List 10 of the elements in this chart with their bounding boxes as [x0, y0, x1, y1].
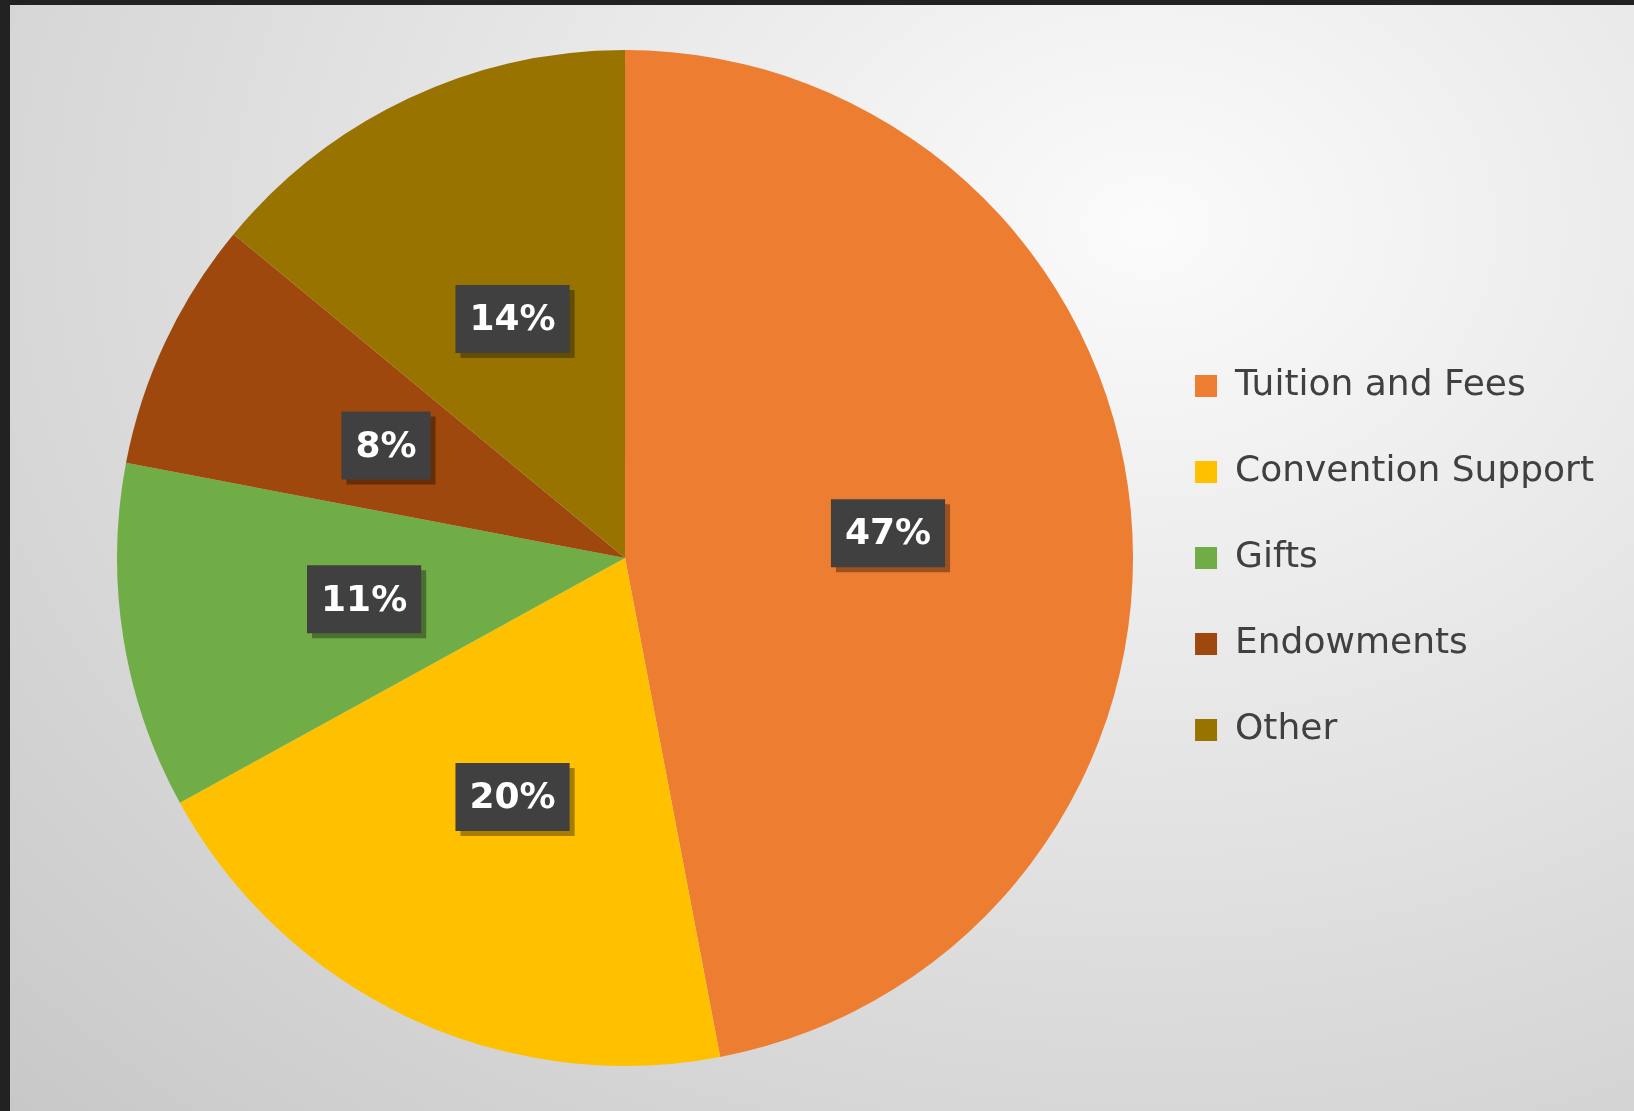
legend-label: Gifts — [1235, 534, 1318, 576]
legend-label: Tuition and Fees — [1234, 362, 1526, 404]
data-label: 14% — [469, 297, 556, 339]
data-label: 11% — [321, 577, 408, 619]
legend-label: Other — [1235, 706, 1338, 748]
data-label: 8% — [355, 423, 417, 465]
data-label: 20% — [469, 775, 556, 817]
legend-label: Endowments — [1235, 620, 1468, 662]
legend-label: Convention Support — [1235, 448, 1595, 490]
data-label: 47% — [844, 511, 932, 553]
